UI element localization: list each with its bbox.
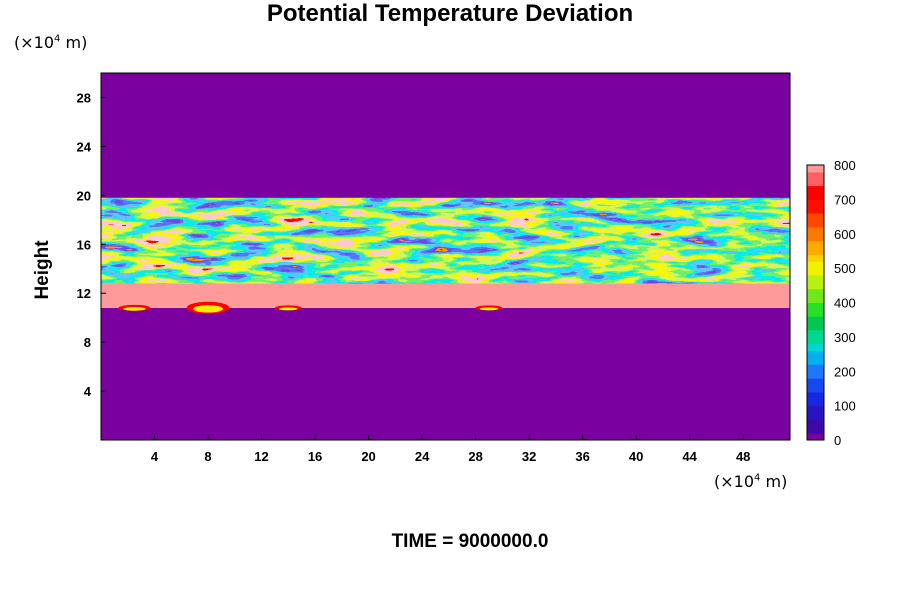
x-tick-label: 36 <box>575 449 589 464</box>
heatmap-band-turbulence <box>101 197 790 284</box>
y-tick-label: 4 <box>84 384 92 399</box>
colorbar-frame <box>806 164 825 441</box>
plot-area <box>101 73 790 440</box>
colorbar-tick-label: 300 <box>834 330 856 345</box>
colorbar-segment <box>807 206 824 214</box>
colorbar-segment <box>807 316 824 324</box>
colorbar-segment <box>807 240 824 248</box>
chart-title: Potential Temperature Deviation <box>266 0 634 27</box>
colorbar-segment <box>807 412 824 420</box>
heatmap-dips <box>118 301 503 314</box>
x-tick-label: 8 <box>204 449 211 464</box>
colorbar-segment <box>807 171 824 180</box>
colorbar-segment <box>807 405 824 413</box>
heatmap-band-0 <box>101 307 790 440</box>
x-tick-label: 4 <box>151 449 159 464</box>
colorbar-segment <box>807 330 824 338</box>
y-tick-label: 16 <box>77 237 91 252</box>
colorbar-segment <box>807 309 824 317</box>
x-tick-label: 16 <box>308 449 322 464</box>
colorbar-segment <box>807 165 824 173</box>
heatmap-band-3 <box>101 73 790 198</box>
colorbar-tick-label: 400 <box>834 296 856 311</box>
colorbar-segment <box>807 295 824 303</box>
x-tick-label: 24 <box>415 449 430 464</box>
colorbar-tick-label: 800 <box>834 158 856 173</box>
y-tick-label: 28 <box>77 90 91 105</box>
colorbar-segment <box>807 178 824 187</box>
colorbar-segment <box>807 336 824 345</box>
colorbar-segment <box>807 391 824 400</box>
y-tick-label: 24 <box>77 139 92 154</box>
colorbar-segment <box>807 419 824 427</box>
colorbar-segment <box>807 426 824 434</box>
colorbar-segment <box>807 288 824 297</box>
colorbar-segment <box>807 433 824 441</box>
x-tick-label: 44 <box>682 449 697 464</box>
colorbar-segment <box>807 261 824 269</box>
colorbar-segment <box>807 220 824 228</box>
x-tick-label: 28 <box>468 449 482 464</box>
colorbar-segment <box>807 302 824 310</box>
colorbar-segment <box>807 398 824 407</box>
colorbar-segment <box>807 275 824 283</box>
y-axis-unit: (×104 m) <box>14 33 88 52</box>
colorbar-segment <box>807 323 824 331</box>
x-axis-unit: (×104 m) <box>714 472 788 491</box>
colorbar-segment <box>807 371 824 379</box>
y-axis-ticks: 4 8 12 16 20 24 28 <box>77 90 106 399</box>
plot-frame <box>100 72 791 441</box>
colorbar-segment <box>807 378 824 386</box>
colorbar-segment <box>807 268 824 276</box>
colorbar-tick-label: 700 <box>834 192 856 207</box>
colorbar-tick-label: 0 <box>834 433 841 448</box>
colorbar-tick-label: 200 <box>834 364 856 379</box>
colorbar-tick-label: 500 <box>834 261 856 276</box>
time-label: TIME = 9000000.0 <box>391 531 549 552</box>
colorbar-segment <box>807 226 824 235</box>
x-tick-label: 32 <box>522 449 536 464</box>
y-tick-label: 20 <box>77 188 91 203</box>
x-tick-label: 40 <box>629 449 643 464</box>
x-axis-ticks: 4 8 12 16 20 24 28 32 36 40 44 48 <box>151 435 750 464</box>
x-tick-label: 12 <box>254 449 268 464</box>
colorbar-segment <box>807 254 824 262</box>
x-tick-label: 20 <box>361 449 375 464</box>
colorbar-segment <box>807 281 824 290</box>
colorbar-segment <box>807 233 824 242</box>
y-tick-label: 8 <box>84 335 91 350</box>
colorbar-segment <box>807 364 824 372</box>
colorbar-tick-label: 100 <box>834 399 856 414</box>
colorbar-segment <box>807 199 824 207</box>
x-tick-label: 48 <box>736 449 750 464</box>
colorbar-segment <box>807 192 824 200</box>
colorbar-segment <box>807 350 824 358</box>
colorbar-segment <box>807 247 824 255</box>
y-tick-label: 12 <box>77 286 91 301</box>
colorbar-segment <box>807 185 824 193</box>
colorbar-segment <box>807 213 824 221</box>
colorbar-segment <box>807 343 824 352</box>
colorbar: 0 100 200 300 400 500 600 700 800 <box>806 158 856 448</box>
colorbar-tick-label: 600 <box>834 227 856 242</box>
colorbar-segment <box>807 357 824 365</box>
colorbar-segment <box>807 385 824 393</box>
